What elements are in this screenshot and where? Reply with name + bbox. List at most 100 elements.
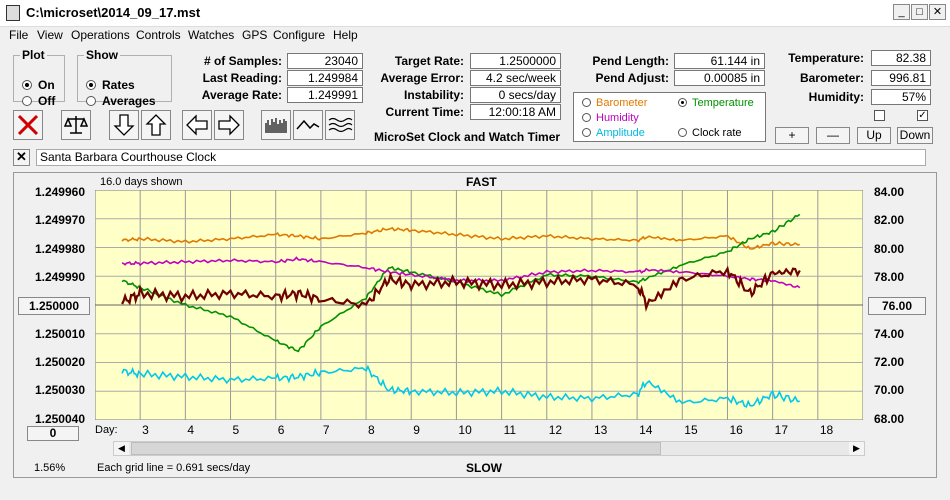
balance-button[interactable] xyxy=(61,110,91,140)
radio-dot-icon xyxy=(22,80,32,90)
aux-amplitude-radio[interactable]: Amplitude xyxy=(582,126,645,140)
clear-button[interactable] xyxy=(13,110,43,140)
right-arrow-button[interactable] xyxy=(214,110,244,140)
aux-down-button[interactable]: Down xyxy=(897,127,933,144)
line-view-button[interactable] xyxy=(293,110,323,140)
center-rate-button[interactable]: 1.250000 xyxy=(18,297,90,315)
x-tick-label: 18 xyxy=(819,423,834,437)
aux-plus-button[interactable]: + xyxy=(775,127,809,144)
left-checkbox[interactable] xyxy=(874,110,885,121)
target-rate-value[interactable]: 1.2500000 xyxy=(470,53,561,69)
percent-readout: 1.56% xyxy=(34,462,66,474)
title-bar: C:\microset\2014_09_17.mst _ □ ✕ xyxy=(0,0,950,27)
scroll-left-icon[interactable]: ◀ xyxy=(114,442,129,455)
menu-gps[interactable]: GPS xyxy=(242,28,268,42)
menu-watches[interactable]: Watches xyxy=(188,28,235,42)
radio-dot-icon xyxy=(86,80,96,90)
show-legend: Show xyxy=(86,48,118,62)
aux-up-button[interactable]: Up xyxy=(857,127,891,144)
x-tick-label: 11 xyxy=(503,423,517,437)
pend-length-value[interactable]: 61.144 in xyxy=(674,53,765,69)
radio-dot-icon xyxy=(678,98,687,107)
plot-off-radio[interactable]: Off xyxy=(22,93,55,109)
aux-humidity-radio[interactable]: Humidity xyxy=(582,111,639,125)
minimize-button[interactable]: _ xyxy=(893,4,910,20)
show-rates-radio[interactable]: Rates xyxy=(86,77,135,93)
right-checkbox[interactable]: ✓ xyxy=(917,110,928,121)
arrow-up-icon xyxy=(145,114,167,136)
center-aux-button[interactable]: 76.00 xyxy=(868,297,926,315)
plot-on-radio[interactable]: On xyxy=(22,77,55,93)
radio-dot-icon xyxy=(582,128,591,137)
y-left-tick: 1.249980 xyxy=(34,242,85,256)
radio-dot-icon xyxy=(678,128,687,137)
line-graph-icon xyxy=(296,119,320,130)
rate-plot[interactable] xyxy=(95,190,863,420)
pend-adjust-label: Pend Adjust: xyxy=(595,71,669,85)
series-line-amplitude xyxy=(121,364,800,408)
zero-button[interactable]: 0 xyxy=(27,426,79,441)
pend-adjust-value: 0.00085 in xyxy=(674,70,765,86)
days-shown-label: 16.0 days shown xyxy=(100,176,183,188)
scroll-right-icon[interactable]: ▶ xyxy=(849,442,864,455)
x-tick-label: 7 xyxy=(322,423,330,437)
clock-name-input[interactable]: Santa Barbara Courthouse Clock xyxy=(36,149,926,166)
close-button[interactable]: ✕ xyxy=(929,4,946,20)
down-arrow-button[interactable] xyxy=(109,110,139,140)
aux-clock-rate-radio[interactable]: Clock rate xyxy=(678,126,742,140)
current-time-value: 12:00:18 AM xyxy=(470,104,561,120)
left-arrow-button[interactable] xyxy=(182,110,212,140)
average-error-label: Average Error: xyxy=(380,71,464,85)
bar-graph-icon xyxy=(265,118,287,133)
chart-scrollbar[interactable]: ◀ ▶ xyxy=(113,441,865,456)
aux-minus-button[interactable]: — xyxy=(816,127,850,144)
menu-bar: File View Operations Controls Watches GP… xyxy=(0,26,950,46)
app-caption: MicroSet Clock and Watch Timer xyxy=(374,130,561,144)
wave-view-button[interactable] xyxy=(325,110,355,140)
maximize-button[interactable]: □ xyxy=(911,4,928,20)
menu-file[interactable]: File xyxy=(9,28,29,42)
last-reading-label: Last Reading: xyxy=(202,71,282,85)
plot-group: Plot On Off xyxy=(13,48,65,108)
x-tick-label: 17 xyxy=(774,423,788,437)
show-averages-radio[interactable]: Averages xyxy=(86,93,156,109)
aux-temperature-radio[interactable]: Temperature xyxy=(678,96,754,110)
y-left-tick: 1.250030 xyxy=(34,383,85,397)
menu-operations[interactable]: Operations xyxy=(71,28,130,42)
y-left-tick: 1.249990 xyxy=(34,270,85,284)
instability-value: 0 secs/day xyxy=(470,87,561,103)
y-right-tick: 72.00 xyxy=(874,355,905,369)
x-tick-label: 8 xyxy=(368,423,375,437)
radio-dot-icon xyxy=(582,98,591,107)
arrow-right-icon xyxy=(218,114,240,136)
menu-configure[interactable]: Configure xyxy=(273,28,326,42)
menu-view[interactable]: View xyxy=(37,28,63,42)
bars-view-button[interactable] xyxy=(261,110,291,140)
up-arrow-button[interactable] xyxy=(141,110,171,140)
red-x-icon xyxy=(17,114,39,136)
pend-length-label: Pend Length: xyxy=(592,54,669,68)
menu-help[interactable]: Help xyxy=(333,28,358,42)
y-right-tick: 68.00 xyxy=(874,412,905,426)
menu-controls[interactable]: Controls xyxy=(136,28,181,42)
clear-name-button[interactable]: ✕ xyxy=(13,149,30,166)
radio-dot-icon xyxy=(86,96,96,106)
series-line-humidity xyxy=(121,256,801,289)
x-tick-label: 5 xyxy=(232,423,240,437)
scroll-thumb[interactable] xyxy=(131,442,661,455)
aux-barometer-radio[interactable]: Barometer xyxy=(582,96,647,110)
x-tick-label: 4 xyxy=(187,423,195,437)
samples-value: 23040 xyxy=(287,53,363,69)
plot-legend: Plot xyxy=(22,48,45,62)
x-tick-label: 12 xyxy=(548,423,563,437)
y-right-tick: 70.00 xyxy=(874,383,905,397)
x-tick-label: 9 xyxy=(413,423,420,437)
close-icon: ✕ xyxy=(16,149,27,164)
humidity-value: 57% xyxy=(871,89,931,105)
aux-series-selector: Barometer Temperature Humidity Amplitude… xyxy=(573,92,766,142)
average-rate-value: 1.249991 xyxy=(287,87,363,103)
x-tick-label: 15 xyxy=(684,423,698,437)
y-left-tick: 1.249970 xyxy=(34,213,85,227)
series-lines xyxy=(121,213,801,408)
day-axis-label: Day: xyxy=(95,424,118,436)
